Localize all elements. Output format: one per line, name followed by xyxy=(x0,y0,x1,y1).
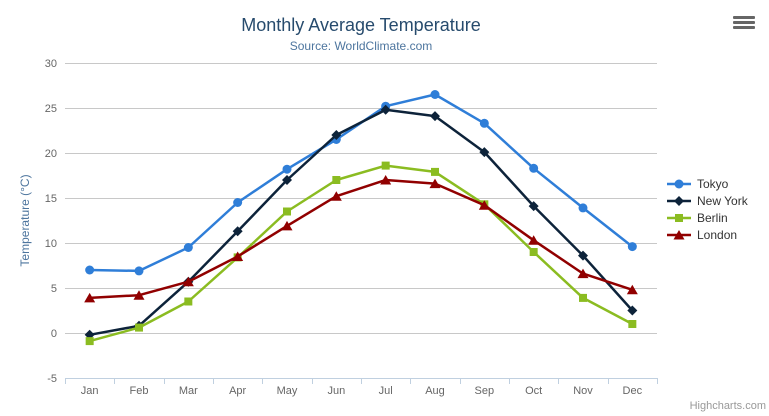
legend-symbol-diamond-icon xyxy=(667,195,691,206)
point-new-york-sep[interactable] xyxy=(479,147,490,158)
series-line-tokyo xyxy=(88,93,634,273)
series-line-berlin xyxy=(88,164,634,343)
point-london-apr[interactable] xyxy=(232,251,244,262)
y-axis-label: 20 xyxy=(45,148,57,160)
x-axis-label: Aug xyxy=(425,385,445,397)
legend-item-london[interactable]: London xyxy=(666,226,748,243)
context-menu-button[interactable] xyxy=(731,13,759,33)
point-tokyo-mar[interactable] xyxy=(183,243,193,252)
y-axis-title: Temperature (°C) xyxy=(18,174,32,266)
legend-item-new-york[interactable]: New York xyxy=(666,192,748,209)
point-berlin-may[interactable] xyxy=(283,207,291,216)
point-tokyo-apr[interactable] xyxy=(233,198,243,207)
x-axis-label: May xyxy=(277,385,298,397)
point-new-york-aug[interactable] xyxy=(430,111,440,122)
series-line-london xyxy=(88,178,634,300)
x-axis-label: Jul xyxy=(379,385,393,397)
point-tokyo-aug[interactable] xyxy=(430,90,440,99)
legend-symbol-circle-icon xyxy=(667,179,691,188)
point-london-jun[interactable] xyxy=(330,191,342,201)
point-new-york-nov[interactable] xyxy=(578,250,588,261)
x-axis-label: Jun xyxy=(327,385,345,397)
point-berlin-oct[interactable] xyxy=(529,248,538,256)
x-axis-label: Sep xyxy=(475,385,495,397)
point-london-dec[interactable] xyxy=(626,284,638,295)
legend-label: New York xyxy=(697,193,748,208)
point-new-york-may[interactable] xyxy=(282,175,292,185)
legend-symbol-square-icon xyxy=(667,213,691,222)
x-axis-label: Feb xyxy=(130,385,149,397)
point-london-feb[interactable] xyxy=(133,290,145,300)
point-london-mar[interactable] xyxy=(182,276,194,287)
x-axis-label: Nov xyxy=(573,385,593,397)
point-tokyo-may[interactable] xyxy=(282,164,292,174)
y-axis-label: 0 xyxy=(51,328,57,340)
point-berlin-nov[interactable] xyxy=(579,293,587,302)
point-tokyo-sep[interactable] xyxy=(479,118,489,128)
series-london xyxy=(84,175,638,303)
point-tokyo-oct[interactable] xyxy=(529,163,539,173)
point-berlin-dec[interactable] xyxy=(628,320,637,328)
y-axis-label: 5 xyxy=(51,283,57,295)
y-axis-label: -5 xyxy=(47,373,57,385)
legend-item-tokyo[interactable]: Tokyo xyxy=(666,175,748,192)
chart-title: Monthly Average Temperature xyxy=(241,15,481,35)
y-axis-label: 30 xyxy=(45,58,57,70)
point-tokyo-jan[interactable] xyxy=(85,265,95,275)
point-berlin-mar[interactable] xyxy=(184,297,193,306)
x-axis-label: Dec xyxy=(623,385,643,397)
x-axis-label: Mar xyxy=(179,385,198,397)
legend: Tokyo New York Berlin London xyxy=(666,175,748,243)
point-tokyo-nov[interactable] xyxy=(578,203,588,213)
series-line-new-york xyxy=(88,108,634,337)
x-axis-label: Jan xyxy=(81,385,99,397)
legend-label: Berlin xyxy=(697,210,728,225)
legend-label: London xyxy=(697,227,738,242)
point-new-york-oct[interactable] xyxy=(528,201,539,212)
point-london-sep[interactable] xyxy=(478,200,490,210)
point-tokyo-feb[interactable] xyxy=(134,266,144,276)
point-london-jul[interactable] xyxy=(380,175,392,185)
hamburger-icon xyxy=(733,15,757,29)
point-berlin-aug[interactable] xyxy=(431,167,439,176)
point-new-york-apr[interactable] xyxy=(232,226,243,237)
point-london-oct[interactable] xyxy=(528,235,540,245)
x-axis-label: Oct xyxy=(525,385,542,397)
point-berlin-jan[interactable] xyxy=(85,337,94,346)
point-berlin-jun[interactable] xyxy=(332,176,341,184)
point-london-jan[interactable] xyxy=(84,292,96,303)
legend-item-berlin[interactable]: Berlin xyxy=(666,209,748,226)
point-new-york-jul[interactable] xyxy=(380,104,391,115)
point-london-nov[interactable] xyxy=(577,268,589,279)
series-tokyo xyxy=(85,90,637,276)
series-new-york xyxy=(84,104,638,340)
x-axis-label: Apr xyxy=(229,385,246,397)
credits-link[interactable]: Highcharts.com xyxy=(689,400,766,412)
point-new-york-dec[interactable] xyxy=(627,305,638,316)
legend-label: Tokyo xyxy=(697,176,729,191)
y-axis-label: 25 xyxy=(45,103,57,115)
point-london-aug[interactable] xyxy=(429,178,441,189)
chart-subtitle: Source: WorldClimate.com xyxy=(289,39,433,53)
legend-symbol-triangle-icon xyxy=(667,229,691,239)
point-berlin-feb[interactable] xyxy=(135,323,143,332)
point-berlin-jul[interactable] xyxy=(381,161,390,170)
point-london-may[interactable] xyxy=(281,220,293,231)
point-tokyo-dec[interactable] xyxy=(627,242,637,252)
y-axis-label: 15 xyxy=(45,193,57,205)
point-new-york-jun[interactable] xyxy=(331,130,342,140)
y-axis-label: 10 xyxy=(45,238,57,250)
